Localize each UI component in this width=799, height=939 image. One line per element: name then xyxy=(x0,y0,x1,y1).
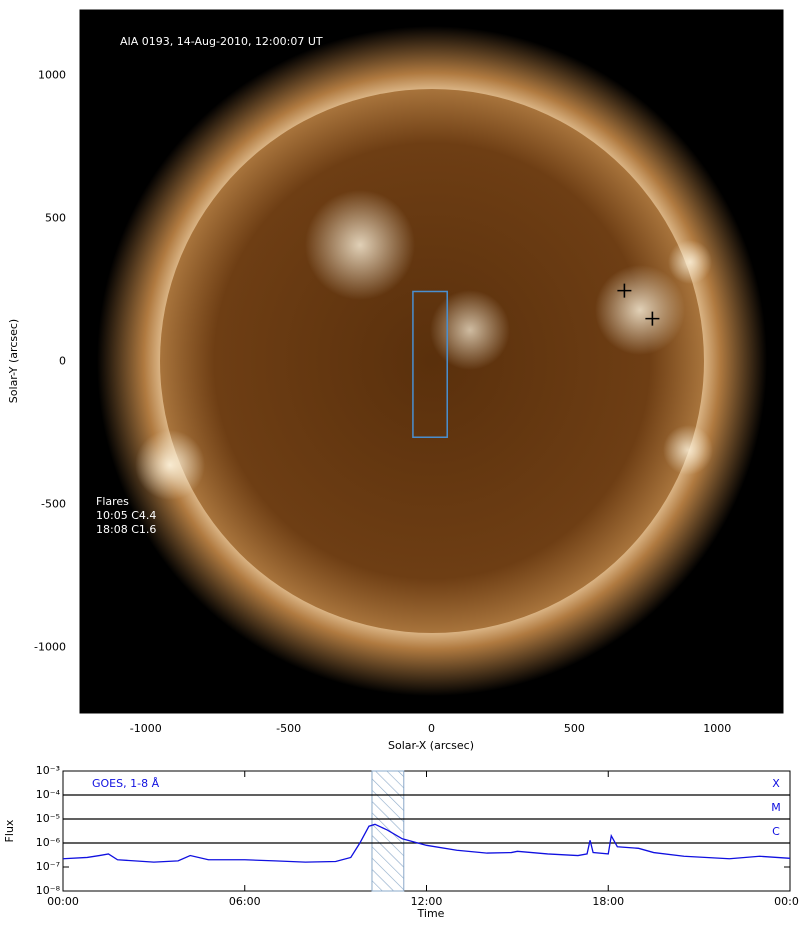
limb-brightening xyxy=(663,425,713,475)
y-tick-label: 10⁻⁸ xyxy=(36,884,61,897)
goes-panel: Flux Time GOES, 1-8 Å CMX 10⁻⁸ 10⁻⁷ 10⁻⁶ 10⁻… xyxy=(3,764,799,920)
y-tick-label: 500 xyxy=(45,212,66,225)
series-name: GOES, 1-8 Å xyxy=(92,777,160,790)
y-tick-label: 0 xyxy=(59,355,66,368)
x-tick-label: 06:00 xyxy=(229,895,261,908)
flare-marker xyxy=(617,283,632,298)
x-tick-label: 500 xyxy=(564,722,585,735)
limb-brightening xyxy=(135,430,205,500)
flare-marker xyxy=(645,311,660,326)
x-tick-label: 0 xyxy=(428,722,435,735)
y-tick-label: 10⁻⁵ xyxy=(36,812,60,825)
active-region xyxy=(305,190,415,300)
class-level-label: M xyxy=(771,801,781,814)
annotation: 10:05 C4.4 xyxy=(96,509,156,522)
active-region xyxy=(595,265,685,355)
x-tick-label: 1000 xyxy=(703,722,731,735)
limb-brightening xyxy=(668,240,712,284)
y-axis-label: Flux xyxy=(3,819,16,842)
y-tick-label: 10⁻⁴ xyxy=(36,788,61,801)
y-tick-label: -500 xyxy=(41,497,66,510)
frame xyxy=(62,770,791,892)
image-title: AIA 0193, 14-Aug-2010, 12:00:07 UT xyxy=(120,35,323,48)
y-tick-label: 10⁻⁷ xyxy=(36,860,60,873)
annotation: 18:08 C1.6 xyxy=(96,523,156,536)
y-tick-label: -1000 xyxy=(34,640,66,653)
x-axis-label: Solar-X (arcsec) xyxy=(388,739,474,752)
x-tick-label: 12:00 xyxy=(411,895,443,908)
y-tick-label: 1000 xyxy=(38,69,66,82)
region-box xyxy=(412,290,448,438)
class-level-label: C xyxy=(772,825,780,838)
x-axis-label: Time xyxy=(417,907,445,920)
x-tick-label: -1000 xyxy=(130,722,162,735)
sun-image xyxy=(97,26,767,696)
class-level-label: X xyxy=(772,777,780,790)
x-tick-label: 18:00 xyxy=(592,895,624,908)
x-tick-label: 00:00 xyxy=(774,895,799,908)
x-tick-label: -500 xyxy=(276,722,301,735)
y-axis-label: Solar-Y (arcsec) xyxy=(7,319,20,403)
solar-image-panel: AIA 0193, 14-Aug-2010, 12:00:07 UT Flare… xyxy=(7,9,784,752)
active-region xyxy=(430,290,510,370)
flux-line xyxy=(62,823,791,863)
solar-disc xyxy=(160,89,704,633)
annotation: Flares xyxy=(96,495,129,508)
x-tick-label: 00:00 xyxy=(47,895,79,908)
y-tick-label: 10⁻⁶ xyxy=(36,836,61,849)
y-tick-label: 10⁻³ xyxy=(36,764,60,777)
